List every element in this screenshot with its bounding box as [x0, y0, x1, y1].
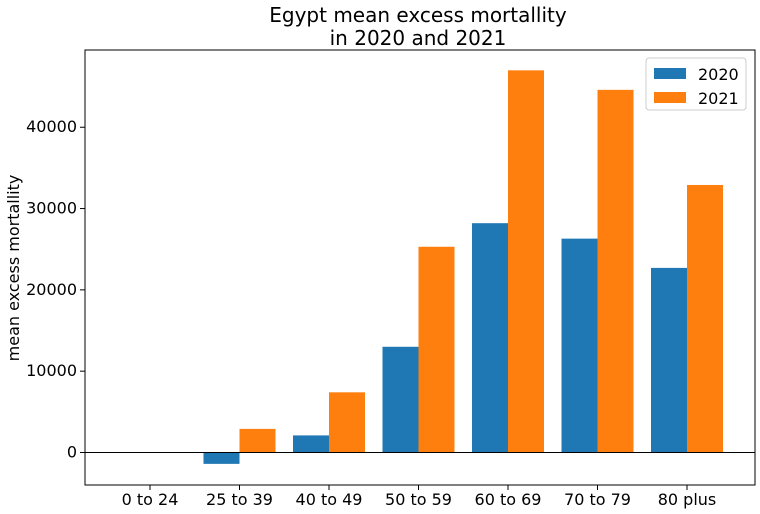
y-tick-label-0: 0: [67, 442, 77, 461]
bar-2021-70-to-79: [597, 89, 634, 453]
bar-2021-80-plus: [687, 184, 723, 453]
legend-swatch-2021: [654, 92, 686, 103]
bar-2020-50-to-59: [382, 346, 419, 453]
bar-2020-40-to-49: [293, 435, 329, 453]
bar-2021-60-to-69: [508, 70, 544, 453]
x-tick-label-40-to-49: 40 to 49: [296, 490, 363, 509]
bar-2021-50-to-59: [418, 246, 455, 453]
bar-2020-25-to-39: [203, 452, 240, 464]
chart-title-line1: Egypt mean excess mortallity: [269, 3, 567, 27]
chart-title-line2: in 2020 and 2021: [330, 26, 507, 50]
bar-2020-60-to-69: [472, 223, 508, 453]
bar-2020-70-to-79: [561, 238, 598, 453]
y-tick-label-30000: 30000: [26, 199, 77, 218]
plot-area: 0 10000 20000 30000 40000 0 to 24 25 to 39 40 t…: [26, 49, 756, 509]
axes-frame: [84, 49, 756, 486]
x-tick-label-60-to-69: 60 to 69: [475, 490, 542, 509]
x-tick-label-70-to-79: 70 to 79: [564, 490, 631, 509]
bar-2020-80-plus: [651, 267, 687, 453]
x-tick-label-25-to-39: 25 to 39: [206, 490, 273, 509]
legend: 2020 2021: [645, 57, 747, 111]
x-tick-label-80-plus: 80 plus: [658, 490, 717, 509]
y-tick-label-40000: 40000: [26, 117, 77, 136]
y-tick-label-10000: 10000: [26, 361, 77, 380]
bar-2021-40-to-49: [329, 392, 365, 453]
legend-label-2021: 2021: [698, 89, 739, 108]
y-axis-label: mean excess mortallity: [4, 175, 23, 362]
x-tick-label-50-to-59: 50 to 59: [385, 490, 452, 509]
x-tick-label-0-to-24: 0 to 24: [122, 490, 179, 509]
legend-swatch-2020: [654, 68, 686, 79]
legend-label-2020: 2020: [698, 65, 739, 84]
y-tick-label-20000: 20000: [26, 280, 77, 299]
bar-2021-25-to-39: [239, 428, 276, 453]
